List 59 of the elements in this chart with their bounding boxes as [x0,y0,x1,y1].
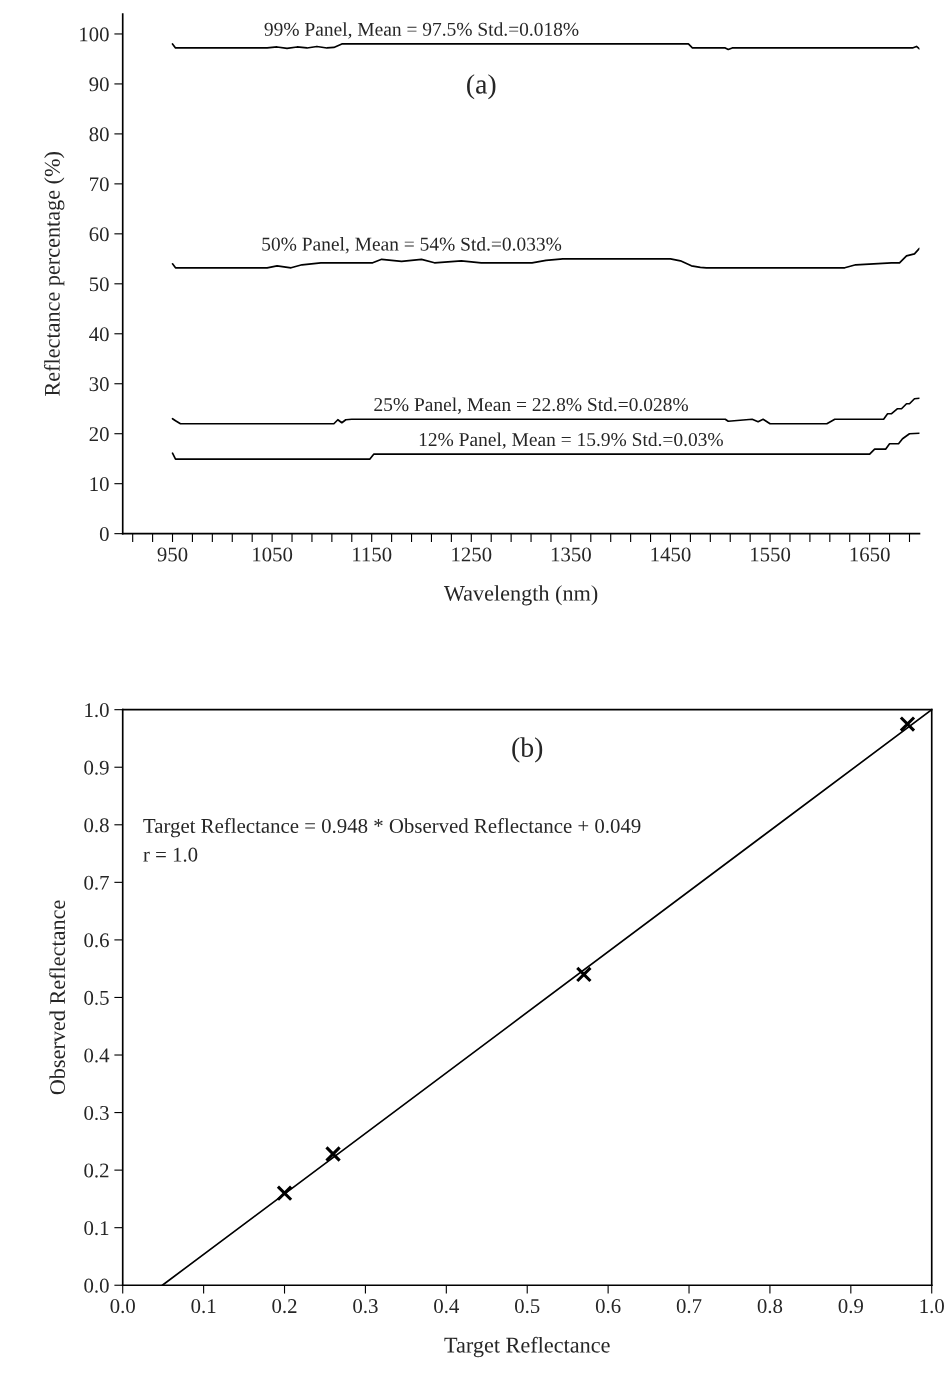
annotation: 12% Panel, Mean = 15.9% Std.=0.03% [419,432,723,449]
x-tick-label: 0.0 [110,1299,135,1314]
x-axis-title: Wavelength (nm) [443,585,598,606]
x-tick-label: 0.3 [353,1299,378,1314]
y-tick-label: 100 [80,27,109,42]
line-series [171,397,920,425]
y-tick-label: 0.7 [84,875,109,890]
x-tick-label: 0.6 [595,1299,621,1314]
annotation: (a) [467,74,496,100]
annotation: 99% Panel, Mean = 97.5% Std.=0.018% [264,22,579,39]
y-tick-label: 20 [89,427,109,442]
x-tick-label: 1350 [551,547,591,562]
y-tick-label: 40 [89,327,109,342]
x-axis-title: Target Reflectance [444,1336,610,1358]
y-tick-label: 90 [89,77,109,92]
x-tick-label: 0.8 [757,1299,783,1314]
annotation: (b) [512,737,543,763]
y-tick-label: 0.9 [84,760,109,775]
y-tick-label: 1.0 [85,703,109,718]
y-tick-label: 50 [89,277,109,292]
annotation: 50% Panel, Mean = 54% Std.=0.033% [262,237,562,254]
annotation: r = 1.0 [143,847,198,862]
y-tick-label: 80 [89,127,109,142]
point [324,1145,342,1163]
y-axis-title: Observed Reflectance [49,900,66,1095]
y-tick-label: 0.3 [84,1105,109,1121]
x-tick-label: 0.5 [515,1299,540,1314]
x-tick-label: 0.2 [272,1299,297,1314]
y-tick-label: 70 [90,177,109,192]
x-tick-label: 0.4 [434,1299,460,1314]
line-series [171,432,920,461]
y-tick-label: 0.5 [84,990,109,1005]
point [276,1185,293,1202]
y-axis-title: Reflectance percentage (%) [43,152,65,396]
annotation: Target Reflectance = 0.948 * Observed Reflectance + 0.049 [143,818,641,838]
x-tick-label: 950 [157,547,188,562]
y-tick-label: 0.2 [84,1163,109,1178]
x-tick-label: 0.7 [676,1299,702,1314]
x-tick-label: 0.1 [191,1299,216,1314]
x-tick-label: 1050 [253,547,293,562]
annotation: 25% Panel, Mean = 22.8% Std.=0.028% [374,397,688,414]
x-tick-label: 1450 [651,547,691,562]
y-tick-label: 0.6 [84,933,109,948]
x-tick-label: 1650 [850,547,890,562]
y-tick-label: 60 [89,227,109,242]
point [575,966,592,983]
x-tick-label: 1250 [452,547,492,562]
x-tick-label: 1150 [353,547,392,562]
y-tick-label: 30 [89,377,109,392]
y-tick-label: 0.8 [84,818,109,833]
y-tick-label: 0.4 [84,1048,110,1063]
y-tick-label: 0.0 [84,1278,109,1293]
y-tick-label: 0 [99,527,109,542]
point [899,715,916,733]
x-tick-label: 1.0 [920,1299,944,1314]
y-tick-label: 0.1 [84,1221,109,1236]
x-tick-label: 1550 [751,547,791,562]
y-tick-label: 10 [90,477,109,492]
x-tick-label: 0.9 [838,1299,863,1314]
